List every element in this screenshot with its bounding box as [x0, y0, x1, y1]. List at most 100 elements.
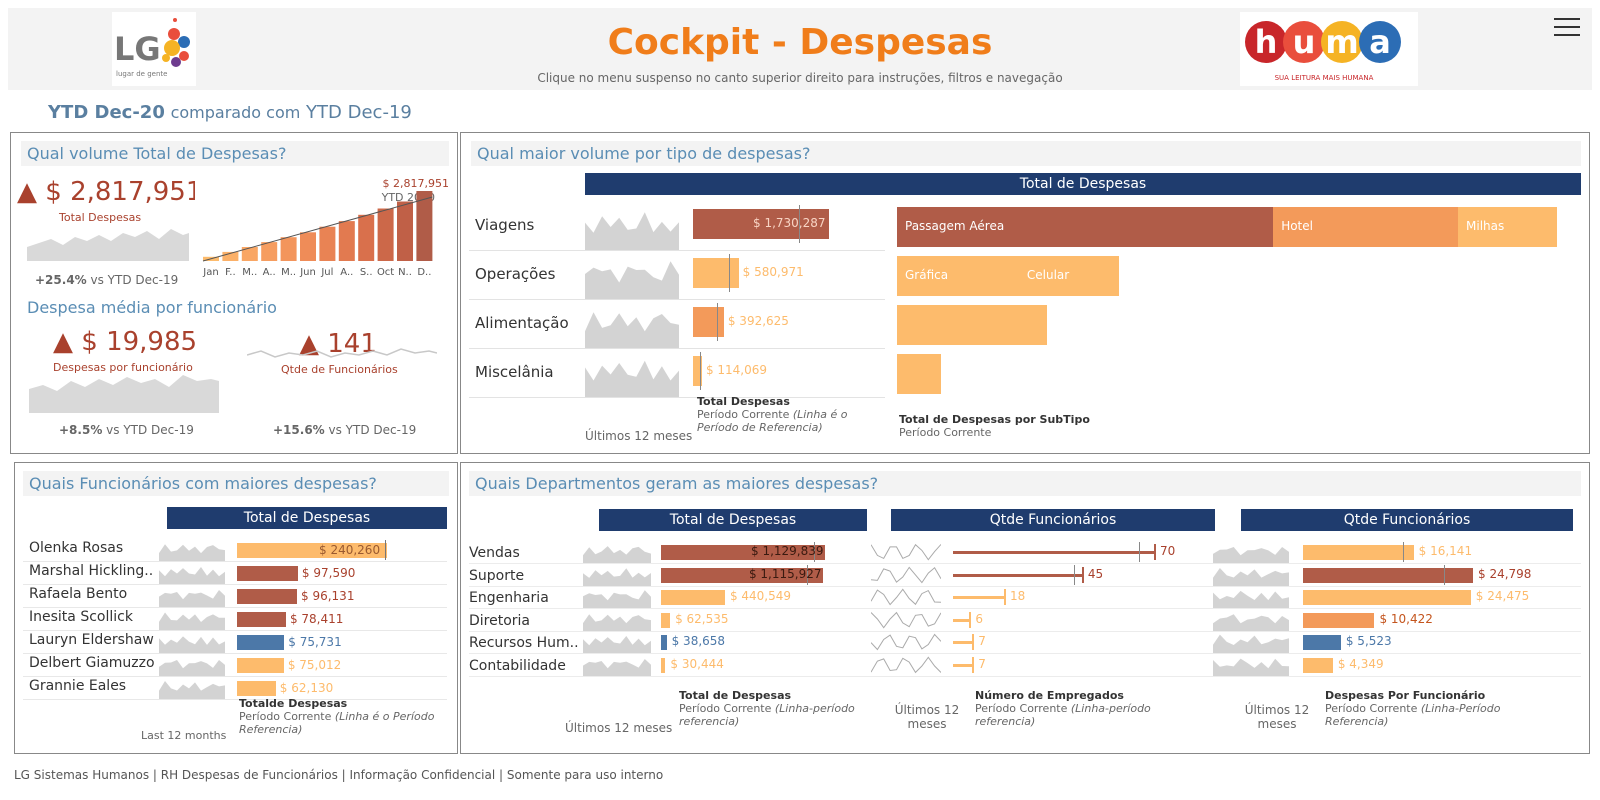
- department-rows: Vendas $ 1,129,839 70 $ 16,141 Suporte $ 1,11…: [461, 541, 1591, 691]
- sparkline: [585, 212, 679, 250]
- reference-line: [1138, 542, 1140, 562]
- sparkline: [159, 636, 225, 653]
- employee-sparkline: [159, 539, 225, 565]
- department-value-label: $ 1,129,839: [751, 544, 824, 558]
- subtype-label: Passagem Aérea: [905, 219, 1005, 233]
- sparkline: [159, 544, 225, 561]
- dept-headcount-spark-caption: Últimos 12 meses: [894, 703, 960, 731]
- month-tick: Jul: [320, 267, 333, 278]
- department-name: Contabilidade: [469, 657, 566, 674]
- employee-name: Olenka Rosas: [29, 540, 124, 556]
- employee-bar: [237, 612, 286, 627]
- type-bar: [693, 356, 702, 386]
- emp-label: Qtde de Funcionários: [281, 363, 398, 376]
- lg-logo-text: LG: [114, 30, 161, 68]
- headcount-bar: [953, 596, 1005, 599]
- type-rows: Viagens $ 1,730,287 Passagem Aérea Hotel Mil…: [461, 203, 1591, 403]
- headcount-bar-cap: [1154, 544, 1156, 560]
- employee-name: Delbert Giamuzzo: [29, 655, 155, 671]
- employee-bar-caption: Totalde Despesas Período Corrente (Linha…: [239, 697, 435, 736]
- department-panel: Quais Departmentos geram as maiores desp…: [460, 462, 1590, 754]
- row-divider: [469, 675, 1581, 677]
- department-value-label: 45: [1087, 566, 1104, 581]
- total-value: ▲ $ 2,817,951: [17, 177, 195, 207]
- row-divider: [23, 653, 447, 654]
- sparkline: [585, 312, 679, 348]
- type-value-label: $ 580,971: [742, 265, 804, 279]
- avg-value: ▲ $ 19,985: [53, 327, 198, 357]
- employee-bar: [237, 658, 284, 673]
- type-bar: [693, 307, 724, 337]
- sparkline: [585, 360, 679, 397]
- department-value-label: 70: [1160, 544, 1176, 558]
- huma-letter: m: [1325, 23, 1358, 61]
- department-name: Suporte: [469, 567, 525, 584]
- employee-bar: [237, 681, 276, 696]
- month-tick: A..: [340, 267, 353, 278]
- subtype-caption: Total de Despesas por SubTipo Período Co…: [899, 413, 1090, 439]
- type-sparkline: [585, 203, 679, 254]
- department-value-label: $ 62,535: [675, 611, 729, 626]
- department-bar: [661, 635, 667, 650]
- headcount-bar-cap: [969, 611, 972, 628]
- department-row: Engenharia $ 440,549 18 $ 24,475: [461, 586, 1591, 609]
- previous-period: YTD Dec-19: [306, 102, 412, 123]
- reference-line: [813, 542, 815, 562]
- cumulative-bar: [416, 191, 433, 261]
- row-divider: [23, 584, 447, 585]
- sparkline: [583, 590, 651, 608]
- sparkline: [159, 660, 225, 676]
- row-divider: [469, 348, 885, 349]
- period-comparison: YTD Dec-20 comparado com YTD Dec-19: [48, 102, 412, 123]
- employee-bar: [237, 543, 387, 558]
- row-divider: [23, 607, 447, 608]
- headcount-bar: [953, 618, 971, 622]
- department-value-label: 18: [1009, 589, 1026, 603]
- dept-per-employee-spark-caption: Últimos 12 meses: [1244, 703, 1310, 731]
- month-tick: S..: [360, 267, 373, 278]
- dept-per-employee-caption: Despesas Por Funcionário Período Corrent…: [1325, 689, 1501, 728]
- dept-headcount-header: Qtde Funcionários: [891, 509, 1215, 531]
- type-label: Alimentação: [475, 314, 569, 332]
- month-tick: M..: [242, 267, 257, 278]
- headcount-bar-cap: [972, 634, 975, 650]
- month-tick: Jan: [202, 267, 218, 278]
- department-sparkline: [1213, 541, 1289, 567]
- type-value-label: $ 114,069: [705, 363, 768, 377]
- chart-label-value: $ 2,817,951: [383, 177, 449, 190]
- sparkline: [583, 636, 651, 653]
- department-sparkline: [870, 564, 942, 590]
- type-row: Miscelânia $ 114,069: [461, 350, 1591, 398]
- avg-panel-title: Despesa média por funcionário: [21, 295, 449, 320]
- hamburger-menu-icon[interactable]: [1554, 18, 1580, 38]
- dept-per-employee-header: Qtde Funcionários: [1241, 509, 1573, 531]
- huma-letter: u: [1293, 23, 1316, 61]
- page-title: Cockpit - Despesas: [607, 22, 993, 63]
- month-tick: F..: [225, 267, 236, 278]
- row-divider: [23, 676, 447, 677]
- sparkline: [870, 566, 942, 583]
- department-value-label: 7: [978, 656, 986, 671]
- employee-rows: Olenka Rosas $ 240,260 Marshal Hickling.. $…: [15, 539, 459, 703]
- department-bar: [661, 612, 671, 628]
- department-row: Vendas $ 1,129,839 70 $ 16,141: [461, 541, 1591, 564]
- employee-sparkline: [159, 608, 225, 634]
- department-row: Suporte $ 1,115,927 45 $ 24,798: [461, 564, 1591, 587]
- total-panel-title: Qual volume Total de Despesas?: [21, 141, 449, 166]
- department-sparkline: [583, 564, 651, 590]
- sparkline: [870, 633, 942, 651]
- department-name: Engenharia: [469, 590, 549, 606]
- up-triangle-icon: ▲: [17, 177, 37, 207]
- sparkline: [870, 611, 942, 629]
- avg-change: +8.5% vs YTD Dec-19: [59, 423, 194, 437]
- cumulative-bar: [300, 232, 316, 261]
- department-bar: [661, 590, 725, 605]
- department-value-label: $ 30,444: [670, 656, 724, 671]
- cumulative-bar: [222, 251, 239, 261]
- total-change: +25.4% vs YTD Dec-19: [35, 273, 179, 287]
- dept-total-header: Total de Despesas: [599, 509, 867, 531]
- footer-text: LG Sistemas Humanos | RH Despesas de Fun…: [14, 768, 664, 782]
- type-label: Miscelânia: [475, 363, 554, 381]
- expense-type-panel: Qual maior volume por tipo de despesas? …: [460, 132, 1590, 454]
- sparkline: [583, 658, 651, 676]
